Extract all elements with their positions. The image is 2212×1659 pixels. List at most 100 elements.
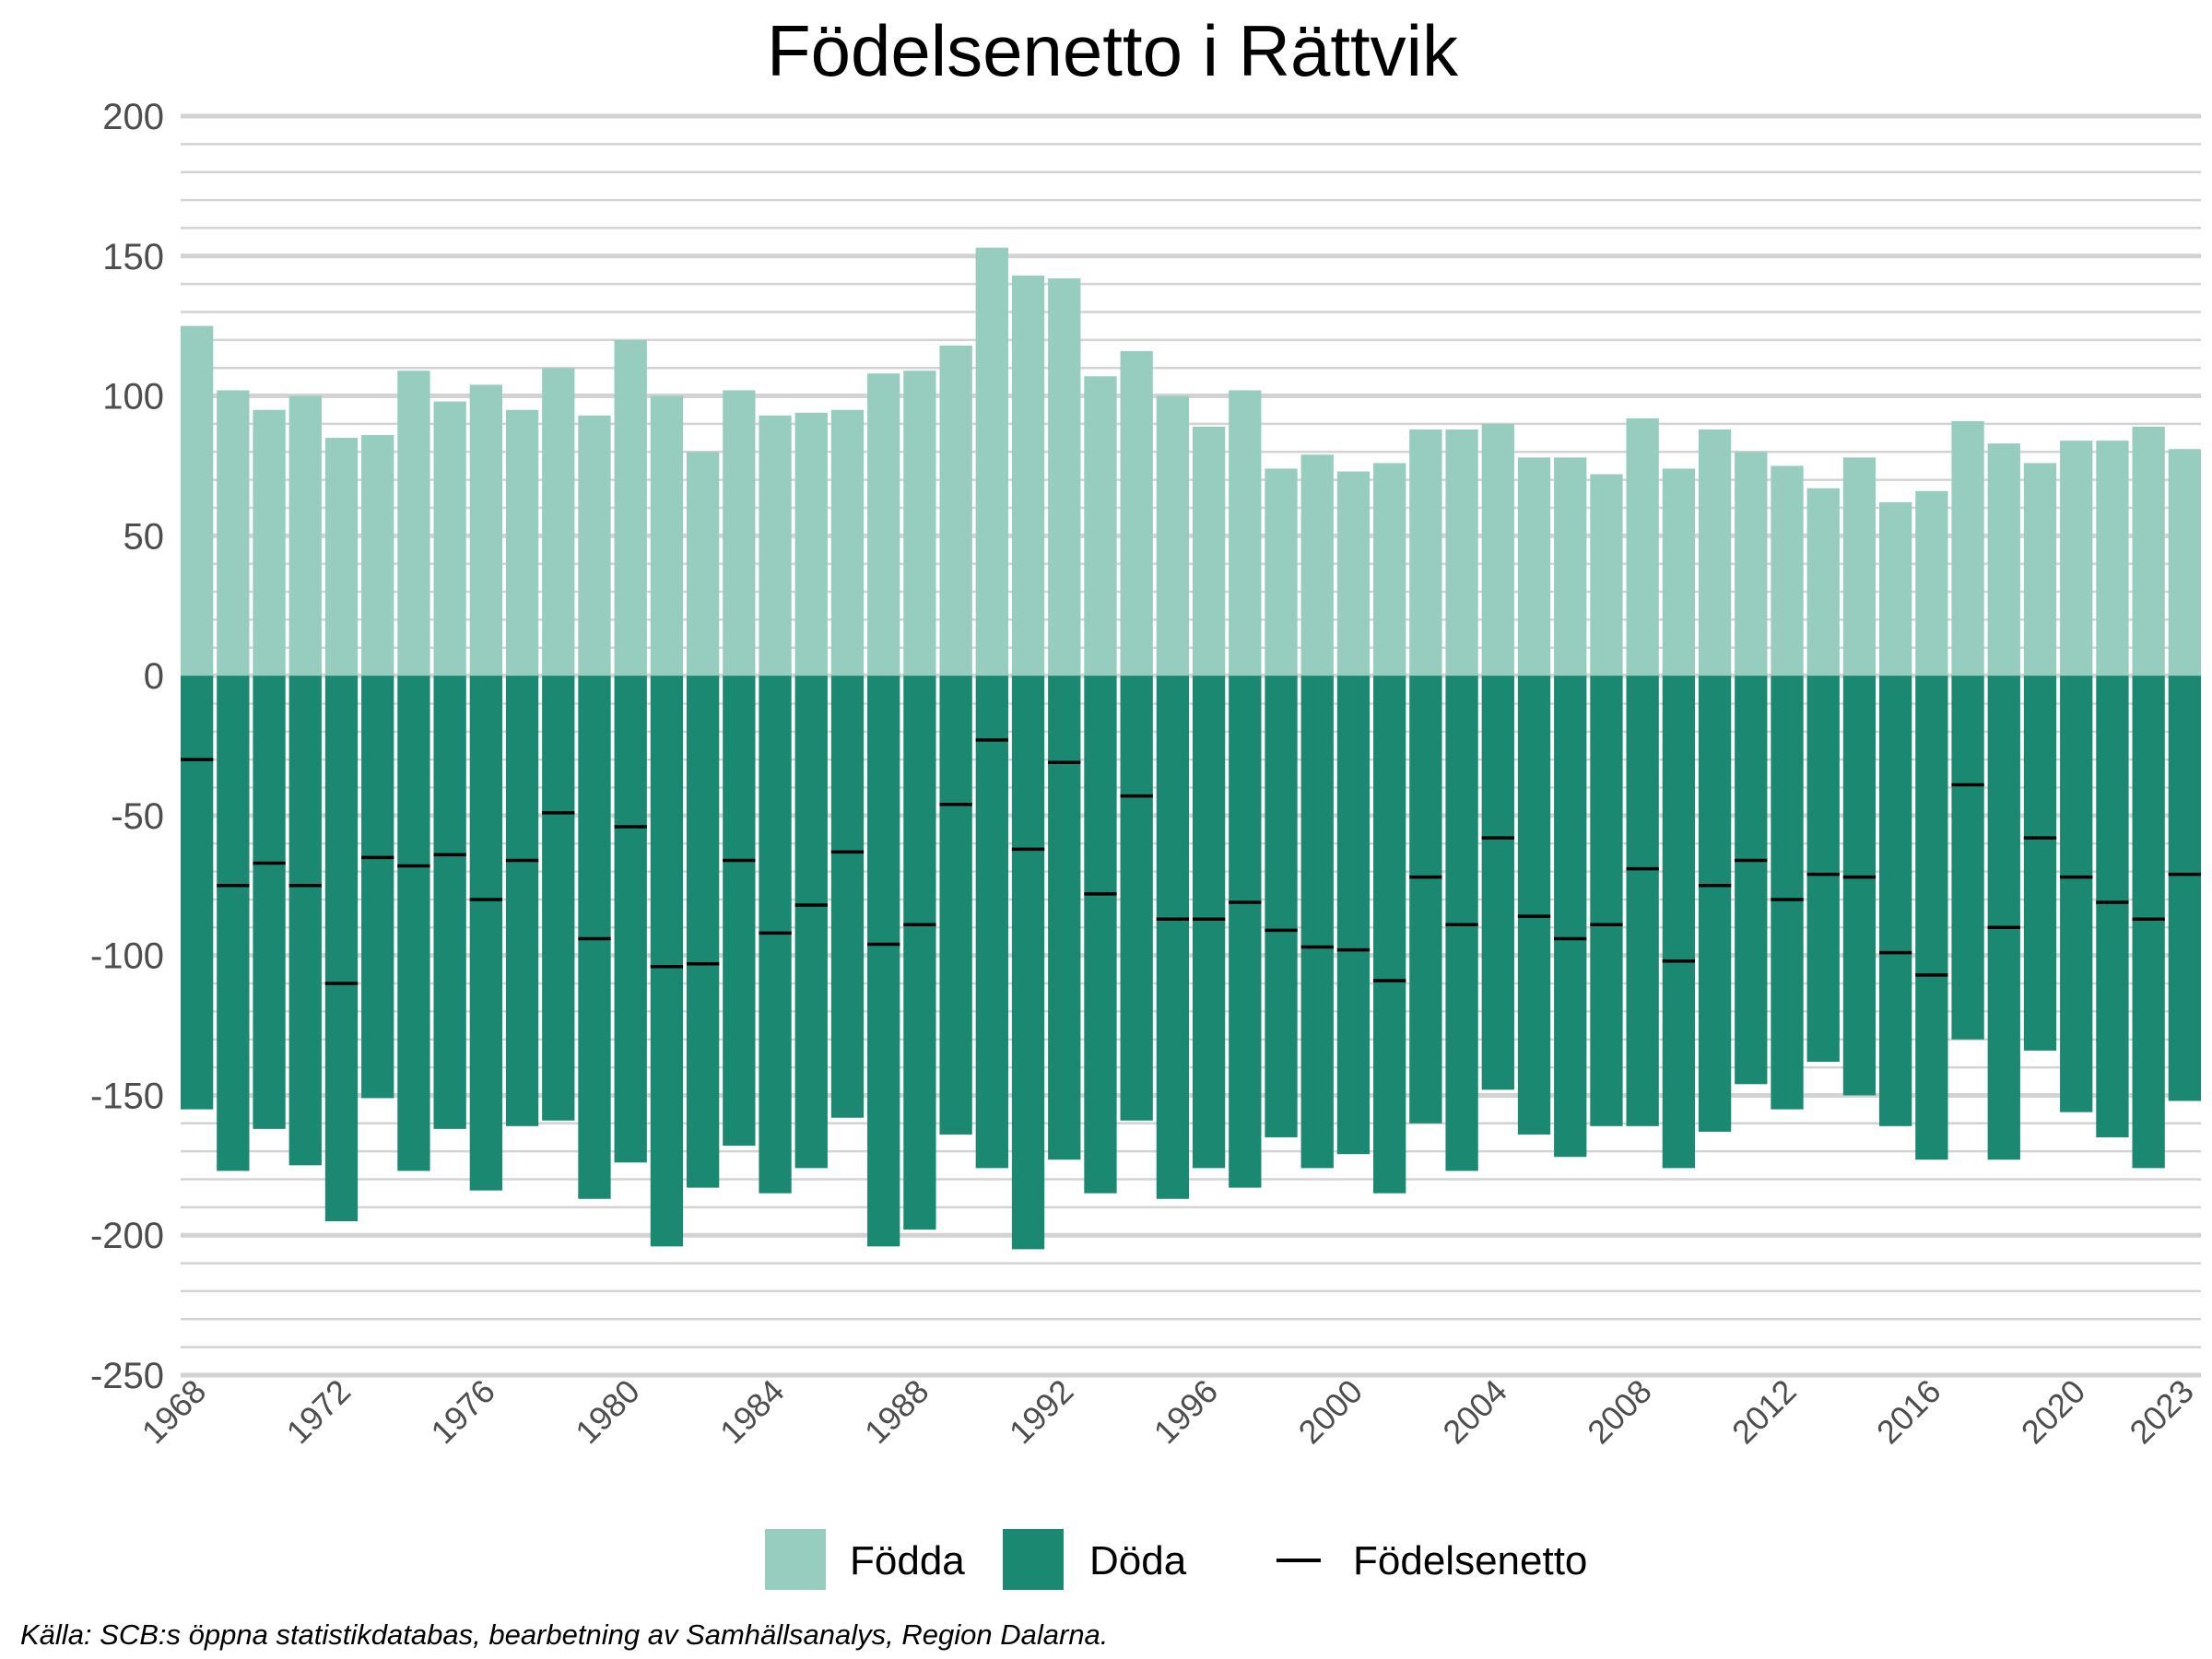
bar-fodda: [1373, 463, 1406, 677]
bar-fodda: [830, 409, 865, 677]
bar-fodda: [1336, 471, 1371, 677]
bar-fodda: [1698, 429, 1732, 677]
y-tick-label: -100: [90, 936, 164, 977]
bar-fodda: [1735, 452, 1768, 677]
bar-doda: [1698, 676, 1732, 1132]
bar-fodda: [2168, 449, 2201, 677]
bar-fodda: [253, 409, 286, 677]
y-tick-label: -50: [111, 796, 164, 837]
x-axis: 1968 1972 1976 1980 1984 1988 1992 1996 2000 2004…: [135, 1372, 2201, 1452]
legend-swatch: [1003, 1529, 1064, 1590]
y-axis: 200 150 100 50 0 -50 -100 -150 -200 -250: [90, 97, 164, 1396]
bar-fodda: [2060, 441, 2093, 677]
bar-fodda: [723, 390, 756, 677]
bar-fodda: [1879, 501, 1912, 677]
y-tick-label: 50: [124, 516, 165, 557]
bar-fodda: [939, 345, 972, 677]
bar-doda: [1481, 676, 1514, 1090]
bar-doda: [1300, 676, 1334, 1169]
bar-fodda: [903, 371, 936, 677]
x-tick-label: 2000: [1290, 1372, 1370, 1452]
bar-fodda: [1265, 468, 1298, 677]
chart-title: Födelsenetto i Rättvik: [767, 10, 1459, 91]
bar-doda: [1662, 676, 1696, 1169]
bar-fodda: [1771, 465, 1804, 677]
x-tick-label: 1976: [423, 1372, 502, 1452]
bar-doda: [830, 676, 865, 1118]
bar-doda: [1554, 676, 1587, 1158]
bars-fodda: [181, 247, 2201, 677]
bar-fodda: [324, 438, 359, 677]
legend-label: Födelsenetto: [1353, 1538, 1587, 1583]
bar-doda: [2060, 676, 2093, 1112]
bar-doda: [1806, 676, 1840, 1063]
y-tick-label: 100: [102, 377, 164, 418]
bar-fodda: [397, 371, 430, 677]
bar-doda: [397, 676, 430, 1171]
bar-fodda: [542, 368, 575, 677]
bar-fodda: [1987, 443, 2020, 677]
bar-fodda: [1192, 426, 1226, 677]
bar-doda: [505, 676, 539, 1126]
bar-fodda: [614, 339, 647, 677]
bar-doda: [650, 676, 684, 1247]
legend-label: Döda: [1089, 1538, 1187, 1583]
bar-doda: [2132, 676, 2165, 1169]
bar-doda: [433, 676, 466, 1129]
bar-fodda: [1626, 418, 1659, 677]
bar-fodda: [975, 247, 1008, 677]
bar-fodda: [1842, 457, 1877, 677]
bar-doda: [1192, 676, 1226, 1169]
bar-fodda: [217, 390, 250, 677]
bar-doda: [1771, 676, 1804, 1110]
bar-fodda: [1554, 457, 1587, 677]
bar-doda: [614, 676, 647, 1163]
bar-doda: [1048, 676, 1081, 1160]
bar-doda: [723, 676, 756, 1147]
bar-doda: [1011, 676, 1045, 1250]
bar-fodda: [1806, 488, 1840, 677]
bar-doda: [253, 676, 286, 1129]
bar-doda: [975, 676, 1008, 1169]
bar-fodda: [433, 401, 466, 677]
bar-fodda: [1300, 454, 1334, 677]
bar-doda: [867, 676, 900, 1247]
bar-fodda: [1156, 395, 1190, 677]
bar-doda: [217, 676, 250, 1171]
bar-doda: [1373, 676, 1406, 1194]
bar-doda: [939, 676, 972, 1135]
x-tick-label: 2020: [2014, 1372, 2093, 1452]
bar-doda: [1409, 676, 1442, 1124]
bar-fodda: [2132, 426, 2165, 677]
bar-fodda: [1517, 457, 1551, 677]
bar-doda: [1951, 676, 1984, 1040]
y-tick-label: 0: [144, 656, 164, 697]
x-tick-label: 2016: [1869, 1372, 1948, 1452]
bar-fodda: [1662, 468, 1696, 677]
bar-fodda: [1011, 276, 1045, 677]
x-tick-label: 1996: [1147, 1372, 1226, 1452]
x-tick-label: 2008: [1580, 1372, 1659, 1452]
bar-fodda: [505, 409, 539, 677]
x-tick-label: 1988: [857, 1372, 936, 1452]
legend-label: Födda: [850, 1538, 965, 1583]
bar-doda: [361, 676, 394, 1099]
bar-fodda: [1409, 429, 1442, 677]
bar-fodda: [1951, 420, 1984, 677]
y-tick-label: 150: [102, 237, 164, 277]
bar-fodda: [181, 325, 214, 677]
bar-doda: [1590, 676, 1623, 1126]
x-tick-label: 2012: [1724, 1372, 1804, 1452]
y-tick-label: -250: [90, 1356, 164, 1396]
bar-doda: [288, 676, 322, 1166]
netto-marks: [181, 738, 2201, 985]
bar-doda: [1120, 676, 1153, 1121]
x-tick-label: 2004: [1435, 1372, 1514, 1452]
bar-doda: [542, 676, 575, 1121]
x-tick-label: 1992: [1002, 1372, 1081, 1452]
bar-doda: [324, 676, 359, 1222]
bar-doda: [2023, 676, 2057, 1051]
bar-fodda: [1048, 278, 1081, 677]
bar-fodda: [361, 435, 394, 677]
bar-fodda: [1590, 474, 1623, 677]
